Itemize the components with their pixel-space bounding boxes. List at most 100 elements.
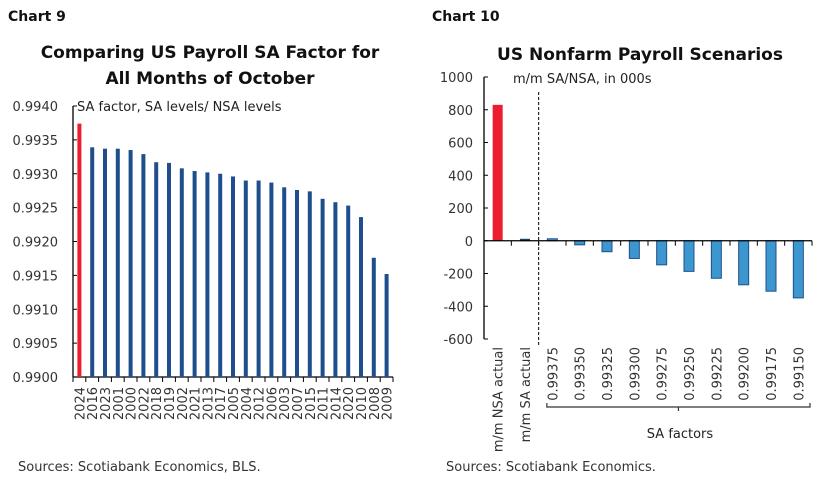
x-tick-label: 2005 [227, 387, 242, 420]
x-tick-label: 2013 [201, 387, 216, 420]
y-tick-label: 0.9910 [13, 303, 59, 318]
x-tick-label: 2020 [342, 387, 357, 420]
bar-m-m-SA-actual [520, 238, 530, 241]
chart10-number: Chart 10 [432, 9, 500, 25]
bar-2006 [269, 182, 274, 377]
bar-0.99200 [738, 240, 750, 286]
chart9-title-line1: Comparing US Payroll SA Factor for [41, 43, 380, 63]
bar-2015 [307, 191, 312, 377]
bar-2012 [256, 180, 261, 377]
x-tick-label: 0.99275 [656, 347, 671, 401]
chart9-annotation: SA factor, SA levels/ NSA levels [77, 100, 282, 115]
y-tick-label: 0.9925 [13, 202, 59, 217]
bar-m-m-NSA-actual [492, 104, 503, 241]
chart10-source: Sources: Scotiabank Economics. [446, 460, 656, 475]
x-tick-label: 2015 [304, 387, 319, 420]
x-tick-label: 2010 [355, 387, 370, 420]
x-tick-label: 2022 [137, 387, 152, 420]
y-tick-label: 0.9940 [13, 100, 59, 115]
bar-0.99150 [792, 240, 804, 299]
x-tick-label: 2007 [291, 387, 306, 420]
bar-2023 [103, 148, 107, 377]
bar-2013 [205, 172, 210, 377]
chart10-title: US Nonfarm Payroll Scenarios [497, 45, 783, 65]
bar-0.99250 [683, 240, 695, 272]
x-tick-label: 2019 [163, 387, 178, 420]
x-tick-label: 0.99175 [765, 347, 780, 401]
bar-2014 [333, 202, 338, 377]
bar-2000 [128, 150, 133, 377]
bar-0.99175 [765, 240, 777, 292]
bar-2005 [231, 176, 235, 377]
bar-2003 [282, 187, 287, 377]
x-tick-label: 0.99225 [710, 347, 725, 401]
bar-2011 [320, 198, 325, 377]
y-tick-label: 600 [448, 137, 473, 152]
x-tick-label: 2021 [189, 387, 204, 420]
y-tick-label: 0.9935 [13, 134, 59, 149]
x-tick-label: 2023 [99, 387, 114, 420]
y-tick-label: 0.9930 [13, 168, 59, 183]
bar-2017 [218, 173, 223, 377]
x-tick-label: 2024 [73, 387, 88, 420]
x-tick-label: 0.99200 [738, 347, 753, 401]
x-tick-label: 2018 [150, 387, 165, 420]
x-tick-label: 0.99350 [574, 347, 589, 401]
chart9-source: Sources: Scotiabank Economics, BLS. [18, 460, 261, 475]
y-tick-label: 0.9900 [13, 371, 59, 386]
x-tick-label: 0.99250 [683, 347, 698, 401]
x-tick-label: 0.99300 [628, 347, 643, 401]
y-tick-label: 200 [448, 202, 473, 217]
y-tick-label: -600 [443, 333, 473, 348]
bar-2001 [115, 148, 120, 377]
x-tick-label: 2012 [253, 387, 268, 420]
chart10-group-label: SA factors [647, 427, 714, 442]
bar-2010 [359, 217, 363, 377]
chart9-title-line2: All Months of October [105, 69, 315, 89]
y-tick-label: 0.9905 [13, 337, 59, 352]
chart9-number: Chart 9 [8, 9, 66, 25]
x-tick-label: 2016 [86, 387, 101, 420]
y-tick-label: -400 [443, 300, 473, 315]
bar-2020 [346, 205, 351, 377]
bar-2021 [192, 171, 197, 377]
bar-2002 [179, 168, 184, 377]
x-tick-label: m/m NSA actual [492, 347, 507, 452]
bar-2016 [90, 147, 95, 377]
x-tick-label: 2006 [265, 387, 280, 420]
x-tick-label: 2000 [125, 387, 140, 420]
bar-0.99225 [710, 240, 722, 279]
bar-2024 [77, 123, 82, 378]
y-tick-label: 0.9915 [13, 269, 59, 284]
y-tick-label: 0.9920 [13, 236, 59, 251]
bar-0.99300 [628, 240, 640, 259]
chart10-plot: -600 -400 -200 0 200 400 600 800 1000 m/m NSA act… [440, 71, 813, 452]
y-tick-label: -200 [443, 268, 473, 283]
x-tick-label: 2002 [176, 387, 191, 420]
x-tick-label: 2001 [112, 387, 127, 420]
chart9-plot: 0.9900 0.9905 0.9910 0.9915 0.9920 0.9925 0.99… [13, 100, 396, 420]
y-tick-label: 800 [448, 104, 473, 119]
y-tick-label: 1000 [440, 71, 473, 86]
x-tick-label: 2011 [317, 387, 332, 420]
bar-0.99325 [601, 240, 613, 253]
bar-2009 [384, 274, 389, 377]
x-tick-label: 2014 [329, 387, 344, 420]
bar-2007 [295, 190, 299, 377]
bar-2008 [371, 257, 376, 377]
x-tick-label: 2003 [278, 387, 293, 420]
sa-factors-bracket [546, 403, 811, 411]
chart10-annotation: m/m SA/NSA, in 000s [513, 72, 652, 87]
x-tick-label: 0.99375 [546, 347, 561, 401]
x-tick-label: 0.99325 [601, 347, 616, 401]
y-tick-label: 0 [465, 235, 473, 250]
x-tick-label: 0.99150 [792, 347, 807, 401]
y-tick-label: 400 [448, 169, 473, 184]
x-tick-label: 2009 [381, 387, 396, 420]
x-tick-label: 2004 [240, 387, 255, 420]
bar-2019 [167, 162, 171, 377]
bar-2018 [154, 162, 159, 377]
bar-2022 [141, 154, 146, 377]
bar-2004 [243, 180, 248, 377]
